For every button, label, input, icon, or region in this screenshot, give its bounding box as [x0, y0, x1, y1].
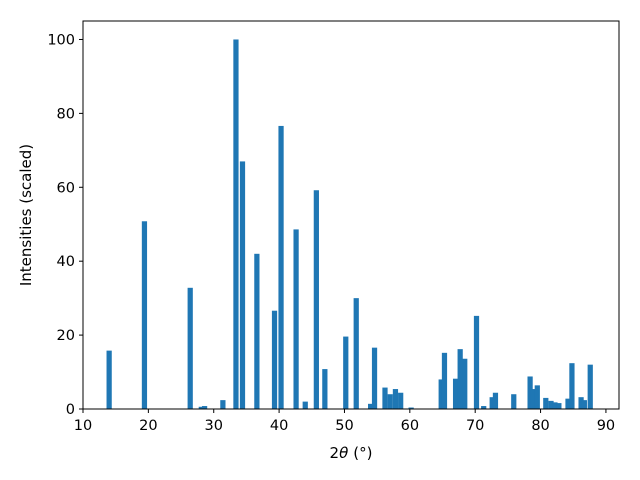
bar: [271, 310, 278, 409]
x-tick-label: 30: [205, 418, 223, 434]
bar: [371, 347, 378, 409]
bar: [302, 401, 308, 409]
bar: [368, 403, 374, 409]
y-tick-label: 60: [57, 180, 75, 196]
bar: [441, 352, 448, 409]
bar: [578, 397, 584, 409]
bar: [481, 406, 487, 409]
x-axis-label: 2θ (°): [330, 444, 373, 462]
y-axis-ticks: 0 20 40 60 80 100: [47, 32, 83, 418]
x-axis-label-theta: θ: [339, 444, 348, 462]
x-tick-label: 50: [335, 418, 353, 434]
bar: [278, 125, 284, 409]
x-tick-label: 70: [466, 418, 484, 434]
bar: [565, 398, 571, 409]
x-tick-label: 90: [597, 418, 615, 434]
bar: [387, 394, 393, 409]
bar: [556, 403, 562, 409]
bar: [293, 229, 299, 409]
bar: [141, 221, 148, 409]
y-tick-label: 40: [57, 254, 75, 270]
bar: [492, 392, 499, 409]
y-tick-label: 100: [47, 32, 75, 48]
y-tick-label: 80: [57, 106, 75, 122]
bar: [438, 379, 444, 409]
bar: [322, 369, 328, 409]
plot-frame: [82, 20, 620, 410]
bar: [552, 402, 558, 409]
x-axis-ticks: 10 20 30 40 50 60 70 80 90: [74, 409, 615, 434]
bar: [511, 394, 517, 409]
bar: [343, 336, 349, 409]
bar: [382, 387, 388, 409]
bar: [527, 376, 533, 409]
bar: [187, 287, 193, 409]
bar: [452, 378, 459, 409]
bar: [201, 406, 208, 409]
bar: [233, 39, 239, 409]
bar: [254, 253, 260, 409]
bar: [581, 400, 587, 409]
x-axis-label-unit: (°): [353, 444, 372, 462]
bar: [239, 161, 246, 409]
x-axis-label-prefix: 2: [330, 444, 340, 462]
bar: [462, 358, 468, 409]
bar: [392, 389, 399, 409]
x-tick-label: 80: [531, 418, 549, 434]
bar: [530, 389, 536, 409]
bar: [489, 397, 495, 409]
x-tick-label: 10: [74, 418, 92, 434]
y-tick-label: 20: [57, 328, 75, 344]
bars-group: [106, 39, 593, 409]
bar: [313, 190, 319, 409]
bar: [473, 315, 480, 409]
bar: [106, 350, 112, 409]
bar: [587, 364, 593, 409]
x-tick-label: 20: [139, 418, 157, 434]
bar: [543, 397, 549, 409]
bar: [398, 392, 404, 409]
bar: [457, 349, 463, 409]
y-tick-label: 0: [66, 402, 75, 418]
bar: [220, 400, 226, 409]
bar: [548, 400, 554, 409]
bar: [408, 407, 414, 409]
bar: [353, 298, 359, 409]
bar: [569, 363, 575, 409]
bar: [534, 385, 540, 409]
bar: [198, 406, 204, 409]
x-tick-label: 60: [401, 418, 419, 434]
x-tick-label: 40: [270, 418, 288, 434]
y-axis-label: Intensities (scaled): [17, 144, 35, 286]
